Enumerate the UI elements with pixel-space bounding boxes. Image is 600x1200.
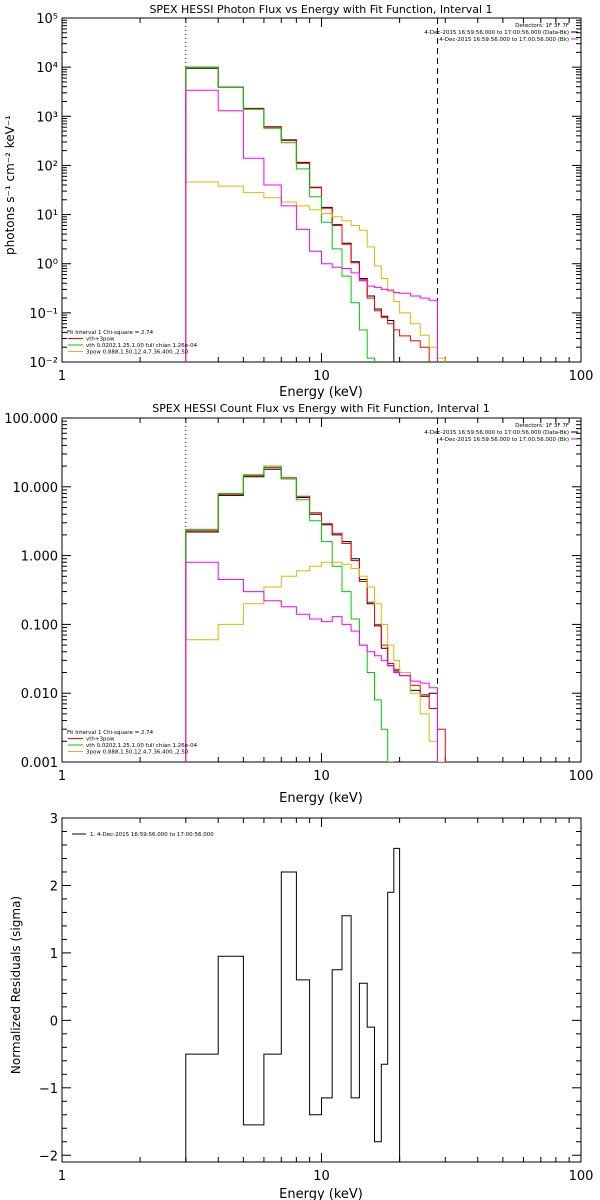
photon-chart-title: SPEX HESSI Photon Flux vs Energy with Fi… <box>149 3 492 16</box>
y-tick-label: −1 <box>39 1082 58 1097</box>
y-tick-label: 10⁻¹ <box>29 307 58 322</box>
fit-info-line: 3pow 0.888,1.50,12.4,7.36,400.,2.50 <box>86 750 189 756</box>
y-tick-label: 3 <box>50 812 58 827</box>
fit-info-line: vth 0.0202,1.25,1.00 full chian 1.26e-04 <box>86 343 198 349</box>
series-bk <box>185 89 438 362</box>
plot-frame <box>61 417 582 763</box>
header-line: 4-Dec-2015 16:59:56.000 to 17:00:56.000 … <box>439 37 569 43</box>
series-data-bk <box>185 468 438 762</box>
fit-info-line: vth+3pow <box>86 337 115 343</box>
y-tick-label: 10⁻² <box>29 356 58 371</box>
residual-ylabel: Normalized Residuals (sigma) <box>9 896 23 1074</box>
x-tick-label: 1 <box>58 1169 66 1184</box>
y-tick-label: 10.000 <box>13 481 59 496</box>
residuals-panel: Normalized Residuals (sigma) Energy (keV… <box>9 812 593 1200</box>
series-3pow <box>185 561 446 762</box>
header-line: Detectors: 1F 3F 7F <box>515 23 569 29</box>
y-tick-label: 100.000 <box>4 412 58 427</box>
fit-info-line: 3pow 0.888,1.50,12.4,7.36,400.,2.50 <box>86 350 189 356</box>
count-xlabel: Energy (keV) <box>279 791 363 806</box>
residual-legend-label: 1. 4-Dec-2015 16:59:56.000 to 17:00:56.0… <box>90 832 214 838</box>
y-tick-label: 0.001 <box>21 756 58 771</box>
series-vth-3pow <box>185 66 430 362</box>
y-tick-label: 0.010 <box>21 687 58 702</box>
y-tick-label: 10⁰ <box>36 258 58 273</box>
series-data-bk <box>185 67 395 362</box>
fit-info-line: vth 0.0202,1.25,1.00 full chian 1.26e-04 <box>86 743 198 749</box>
header-line: 4-Dec-2015 16:59:56.000 to 17:00:56.000 … <box>439 437 569 443</box>
series-vth <box>185 66 375 362</box>
residual-xlabel: Energy (keV) <box>279 1187 363 1200</box>
y-tick-label: −2 <box>39 1149 58 1164</box>
x-tick-label: 100 <box>569 1169 594 1184</box>
header-line: 4-Dec-2015 16:59:56.000 to 17:00:56.000 … <box>424 30 569 36</box>
x-tick-label: 100 <box>569 369 594 384</box>
y-tick-label: 0.100 <box>21 618 58 633</box>
y-tick-label: 10² <box>36 159 58 174</box>
y-tick-label: 1.000 <box>21 550 58 565</box>
y-tick-label: 10⁵ <box>36 12 58 27</box>
y-tick-label: 1 <box>50 947 58 962</box>
count-flux-panel: SPEX HESSI Count Flux vs Energy with Fit… <box>4 402 593 806</box>
x-tick-label: 1 <box>58 769 66 784</box>
x-tick-label: 10 <box>313 1169 330 1184</box>
x-tick-label: 1 <box>58 369 66 384</box>
header-line: Detectors: 1F 3F 7F <box>515 423 569 429</box>
series-bk <box>185 561 438 762</box>
header-line: 4-Dec-2015 16:59:56.000 to 17:00:56.000 … <box>424 430 569 436</box>
photon-xlabel: Energy (keV) <box>279 385 363 400</box>
fit-info-line: vth+3pow <box>86 737 115 743</box>
y-tick-label: 10¹ <box>36 209 58 224</box>
fit-info-line: Fit Interval 1 Chi-square = 2.74 <box>67 730 154 736</box>
y-tick-label: 10³ <box>36 110 58 125</box>
photon-ylabel: photons s⁻¹ cm⁻² keV⁻¹ <box>3 115 17 255</box>
count-chart-title: SPEX HESSI Count Flux vs Energy with Fit… <box>152 402 489 415</box>
series-1-4-dec-2015-16-59-56-000-to-17-00-56-000 <box>185 847 401 1162</box>
x-tick-label: 10 <box>313 369 330 384</box>
fit-info-line: Fit Interval 1 Chi-square = 2.74 <box>67 330 154 336</box>
y-tick-label: 0 <box>50 1014 58 1029</box>
photon-flux-panel: SPEX HESSI Photon Flux vs Energy with Fi… <box>3 3 593 400</box>
y-tick-label: 2 <box>50 879 58 894</box>
series-vth-3pow <box>185 467 446 762</box>
x-tick-label: 100 <box>569 769 594 784</box>
series-vth <box>185 465 395 762</box>
x-tick-label: 10 <box>313 769 330 784</box>
series-3pow <box>185 181 446 362</box>
y-tick-label: 10⁴ <box>36 61 58 76</box>
